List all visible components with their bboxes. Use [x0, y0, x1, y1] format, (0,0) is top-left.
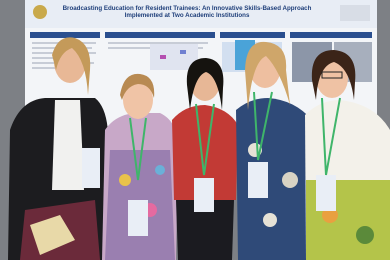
photo: Broadcasting Education for Resident Trai…	[0, 0, 390, 260]
poster-chart-block	[180, 50, 186, 54]
poster-section-bar	[105, 32, 215, 38]
scene-drawing	[0, 0, 390, 260]
poster-section-bar	[290, 32, 372, 38]
poster-logo-left	[33, 5, 47, 19]
poster-chart-block	[160, 55, 166, 59]
poster-section-bar	[220, 32, 285, 38]
poster-section-bar	[30, 32, 100, 38]
poster-logo-right	[340, 5, 370, 21]
poster-title: Broadcasting Education for Resident Trai…	[62, 5, 312, 19]
